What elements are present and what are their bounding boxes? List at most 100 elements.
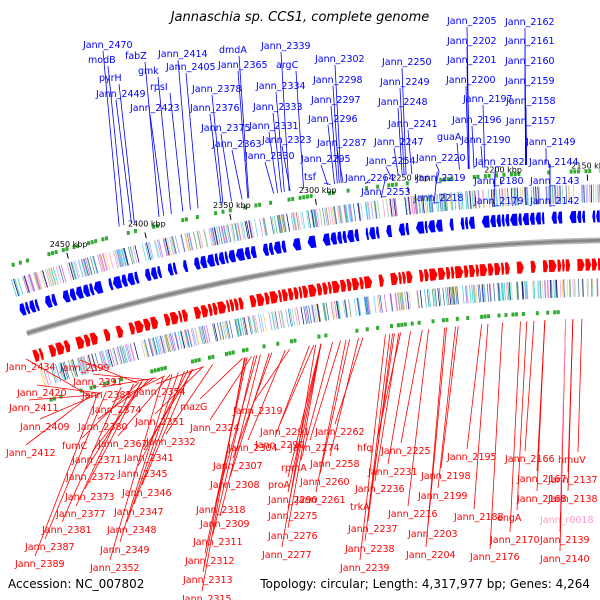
cog-stripe-outer bbox=[214, 227, 219, 245]
leader-line bbox=[279, 344, 315, 425]
cog-stripe-inner bbox=[59, 363, 66, 381]
cog-stripe-outer bbox=[169, 236, 174, 255]
cog-stripe-inner bbox=[219, 322, 224, 340]
cog-stripe-inner bbox=[563, 279, 565, 298]
reverse-gene-arrow bbox=[177, 310, 183, 323]
rna-marker-outer bbox=[133, 229, 137, 234]
gene-label: Jann_2158 bbox=[505, 96, 556, 107]
gene-label: Jann_2198 bbox=[420, 471, 471, 482]
leader-line bbox=[185, 72, 199, 209]
cog-stripe-inner bbox=[525, 281, 528, 300]
cog-stripe-outer bbox=[122, 247, 129, 266]
cog-stripe-inner bbox=[356, 297, 360, 316]
cog-stripe-inner bbox=[129, 343, 135, 361]
scale-tick-label: 2350 kbp bbox=[213, 201, 251, 210]
cog-stripe-outer bbox=[44, 269, 51, 287]
cog-stripe-outer bbox=[42, 270, 48, 288]
cog-stripe-inner bbox=[40, 368, 47, 386]
cog-stripe-outer bbox=[74, 260, 81, 279]
gene-label: Jann_2307 bbox=[212, 461, 263, 472]
cog-stripe-inner bbox=[149, 338, 155, 356]
cog-stripe-outer bbox=[568, 185, 570, 204]
cog-stripe-outer bbox=[270, 216, 275, 235]
forward-gene-arrow bbox=[134, 271, 140, 284]
reverse-gene-arrow bbox=[169, 311, 179, 325]
cog-stripe-outer bbox=[119, 248, 125, 267]
cog-stripe-inner bbox=[119, 345, 126, 364]
gene-label: Jann_2367 bbox=[97, 439, 148, 450]
gene-label: Jann_2137 bbox=[547, 475, 598, 486]
rna-marker-outer bbox=[126, 230, 130, 235]
gene-label: Jann_2290 bbox=[267, 495, 318, 506]
cog-stripe-outer bbox=[262, 217, 267, 236]
cog-stripe-inner bbox=[574, 279, 576, 298]
rna-marker-inner bbox=[410, 321, 414, 326]
rna-marker-outer bbox=[86, 241, 90, 246]
forward-gene-arrow bbox=[76, 286, 84, 299]
leader-line bbox=[126, 372, 179, 523]
cog-stripe-outer bbox=[495, 188, 498, 207]
cog-stripe-outer bbox=[404, 197, 408, 216]
cog-stripe-inner bbox=[127, 343, 133, 362]
rna-marker-inner bbox=[504, 313, 508, 318]
rna-marker-outer bbox=[298, 195, 302, 200]
rna-marker-inner bbox=[245, 347, 249, 352]
gene-label: Jann_2237 bbox=[347, 524, 398, 535]
leader-line bbox=[330, 105, 338, 184]
cog-stripe-outer bbox=[278, 215, 282, 233]
forward-gene-arrow bbox=[183, 259, 189, 273]
forward-gene-arrow bbox=[505, 214, 510, 227]
gene-label: dmdA bbox=[219, 45, 247, 56]
cog-stripe-outer bbox=[524, 187, 527, 206]
cog-stripe-inner bbox=[158, 336, 164, 354]
reverse-gene-arrow bbox=[565, 259, 571, 272]
cog-stripe-outer bbox=[278, 214, 283, 233]
cog-stripe-inner bbox=[452, 286, 455, 305]
cog-stripe-inner bbox=[42, 367, 49, 386]
gene-label: Jann_2378 bbox=[191, 84, 242, 95]
cog-stripe-inner bbox=[119, 346, 125, 364]
cog-stripe-outer bbox=[208, 228, 213, 247]
cog-stripe-inner bbox=[311, 304, 315, 323]
cog-stripe-inner bbox=[484, 283, 487, 302]
leader-line bbox=[465, 85, 469, 169]
cog-stripe-outer bbox=[244, 221, 249, 239]
cog-stripe-outer bbox=[286, 213, 290, 232]
cog-stripe-inner bbox=[547, 280, 550, 299]
cog-stripe-inner bbox=[217, 322, 222, 341]
leader-line bbox=[577, 318, 583, 453]
cog-stripe-inner bbox=[180, 330, 186, 349]
gene-label: Jann_2348 bbox=[106, 525, 157, 536]
forward-gene-arrow bbox=[62, 289, 71, 303]
cog-stripe-outer bbox=[231, 223, 236, 242]
cog-stripe-inner bbox=[62, 361, 69, 380]
cog-stripe-outer bbox=[262, 217, 267, 236]
gene-label: Jann_2220 bbox=[415, 153, 466, 164]
rna-marker-inner bbox=[52, 396, 56, 401]
cog-stripe-outer bbox=[87, 257, 93, 275]
cog-stripe-outer bbox=[305, 210, 310, 229]
cog-stripe-outer bbox=[551, 185, 554, 204]
forward-gene-arrow bbox=[376, 226, 380, 239]
cog-stripe-inner bbox=[296, 307, 301, 326]
cog-stripe-inner bbox=[154, 336, 160, 355]
reverse-gene-arrow bbox=[83, 334, 91, 347]
cog-stripe-inner bbox=[424, 289, 427, 308]
gene-label: Jann_2157 bbox=[505, 116, 556, 127]
cog-stripe-outer bbox=[117, 249, 124, 267]
cog-stripe-outer bbox=[386, 199, 389, 218]
gene-label: Jann_2250 bbox=[381, 57, 432, 68]
cog-stripe-inner bbox=[313, 304, 317, 323]
rna-marker-inner bbox=[228, 351, 232, 356]
cog-stripe-inner bbox=[569, 279, 571, 298]
rna-marker-outer bbox=[155, 223, 159, 228]
forward-gene-arrow bbox=[235, 248, 246, 261]
rna-marker-inner bbox=[514, 312, 518, 317]
cog-stripe-outer bbox=[325, 207, 330, 226]
cog-stripe-inner bbox=[248, 316, 253, 334]
cog-stripe-outer bbox=[436, 193, 440, 212]
cog-stripe-inner bbox=[573, 279, 576, 298]
reverse-gene-arrow bbox=[149, 316, 159, 330]
cog-stripe-outer bbox=[459, 191, 463, 210]
cog-stripe-outer bbox=[421, 195, 424, 214]
